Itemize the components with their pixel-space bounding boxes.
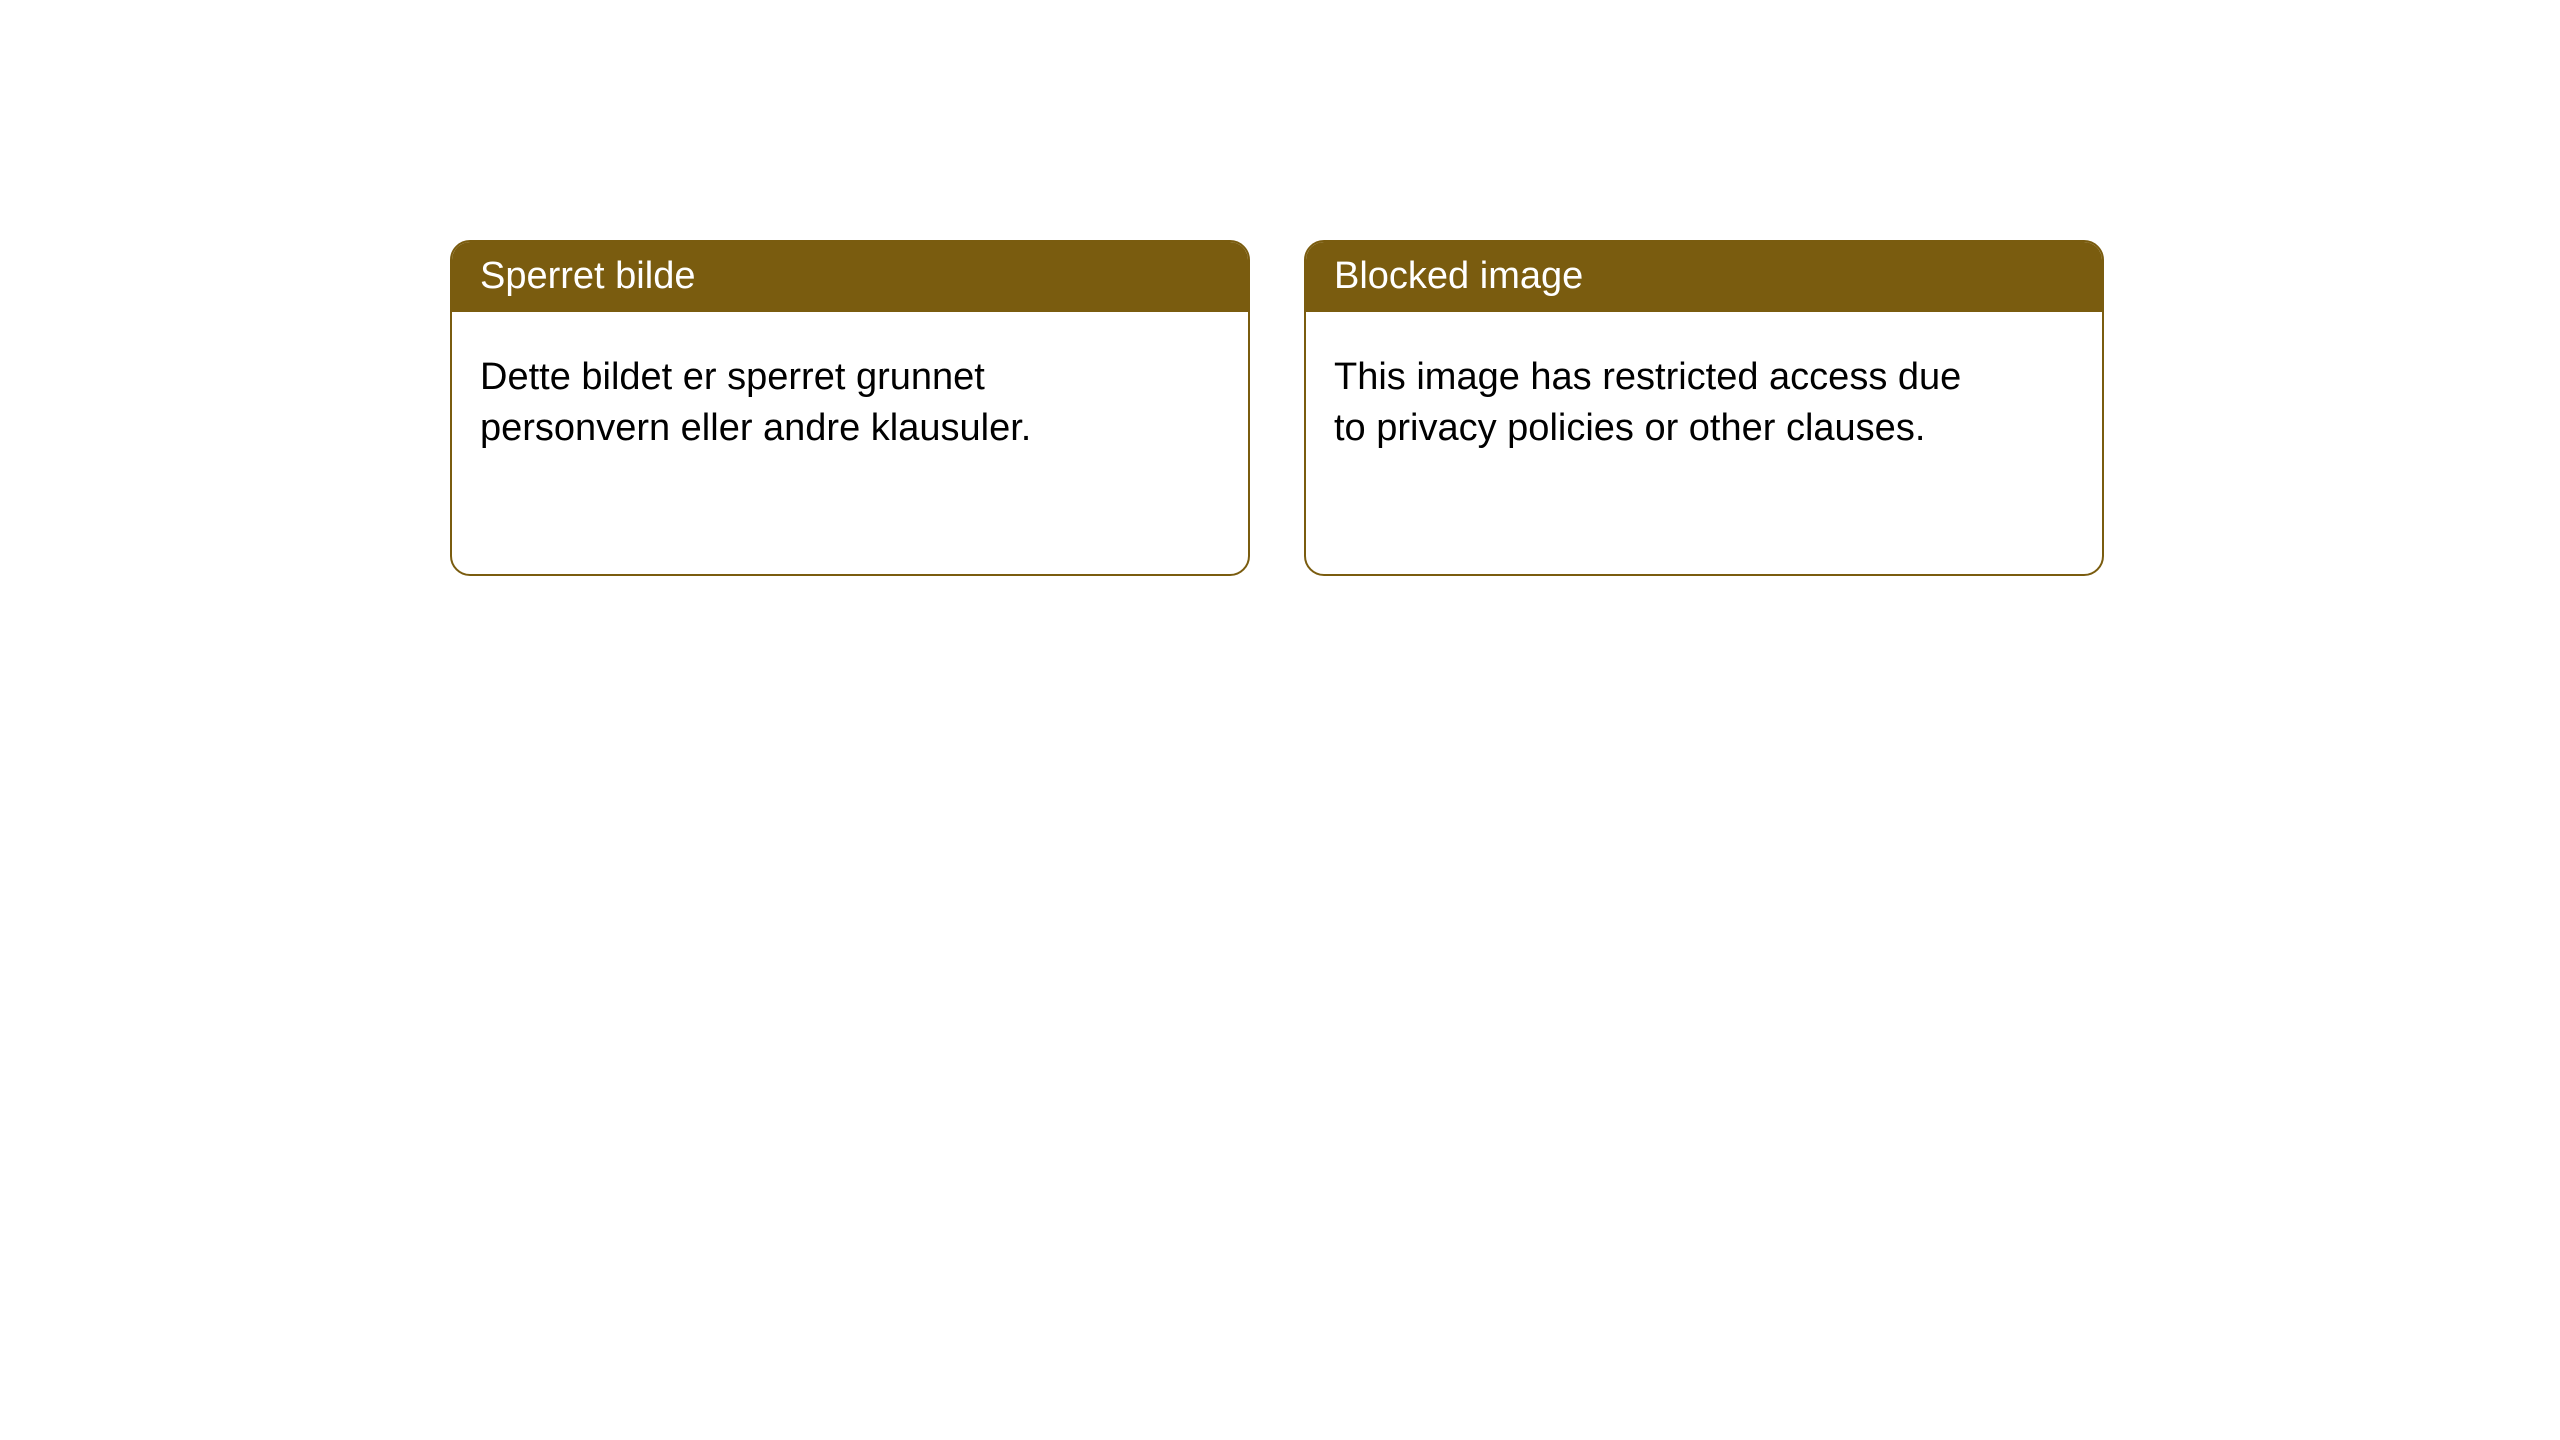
notice-title-en: Blocked image — [1306, 242, 2102, 312]
notice-body-en: This image has restricted access due to … — [1306, 312, 2026, 495]
notice-card-no: Sperret bilde Dette bildet er sperret gr… — [450, 240, 1250, 576]
notice-title-no: Sperret bilde — [452, 242, 1248, 312]
notice-container: Sperret bilde Dette bildet er sperret gr… — [0, 0, 2560, 576]
notice-card-en: Blocked image This image has restricted … — [1304, 240, 2104, 576]
notice-body-no: Dette bildet er sperret grunnet personve… — [452, 312, 1172, 495]
